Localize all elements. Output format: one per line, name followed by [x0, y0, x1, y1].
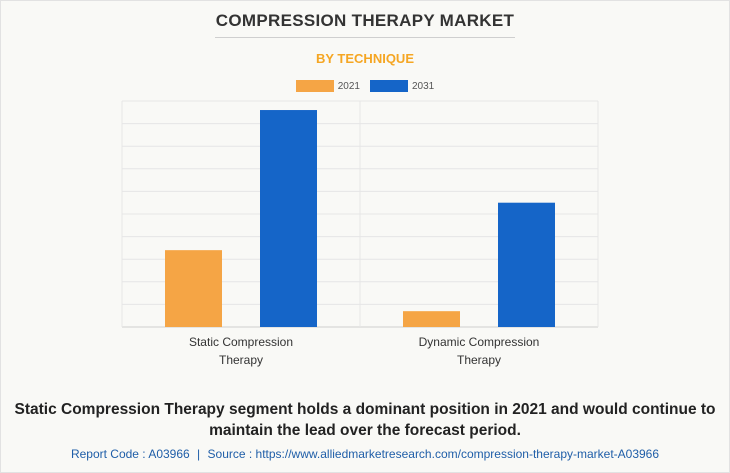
chart-subtitle: BY TECHNIQUE	[316, 51, 414, 66]
x-tick-label-dynamic: Dynamic Compression Therapy	[419, 335, 540, 367]
bar-chart: Static Compression Therapy Dynamic Compres…	[121, 100, 599, 367]
legend-label-2031: 2031	[412, 80, 435, 92]
chart-title: COMPRESSION THERAPY MARKET	[215, 11, 515, 30]
chart-caption: Static Compression Therapy segment holds…	[14, 401, 716, 439]
legend-item-2031[interactable]: 2031	[370, 80, 434, 92]
footer-separator: |	[197, 447, 201, 461]
legend: 2021 2031	[0, 80, 730, 92]
legend-label-2021: 2021	[337, 80, 360, 92]
legend-swatch-2031	[370, 80, 408, 92]
bar-2021-dynamic[interactable]	[403, 311, 460, 327]
bar-2031-dynamic[interactable]	[498, 202, 555, 327]
bar-2031-static[interactable]	[260, 110, 317, 327]
report-code: Report Code : A03966	[70, 447, 190, 461]
x-tick-label-static: Static Compression Therapy	[189, 335, 293, 367]
legend-item-2021[interactable]: 2021	[295, 80, 360, 92]
source-link[interactable]: Source : https://www.alliedmarketresearc…	[207, 447, 660, 461]
legend-swatch-2021	[295, 80, 334, 92]
footer: Report Code : A03966 | Source : https://…	[0, 447, 730, 461]
bar-2021-static[interactable]	[165, 250, 222, 327]
title-divider	[215, 37, 515, 38]
